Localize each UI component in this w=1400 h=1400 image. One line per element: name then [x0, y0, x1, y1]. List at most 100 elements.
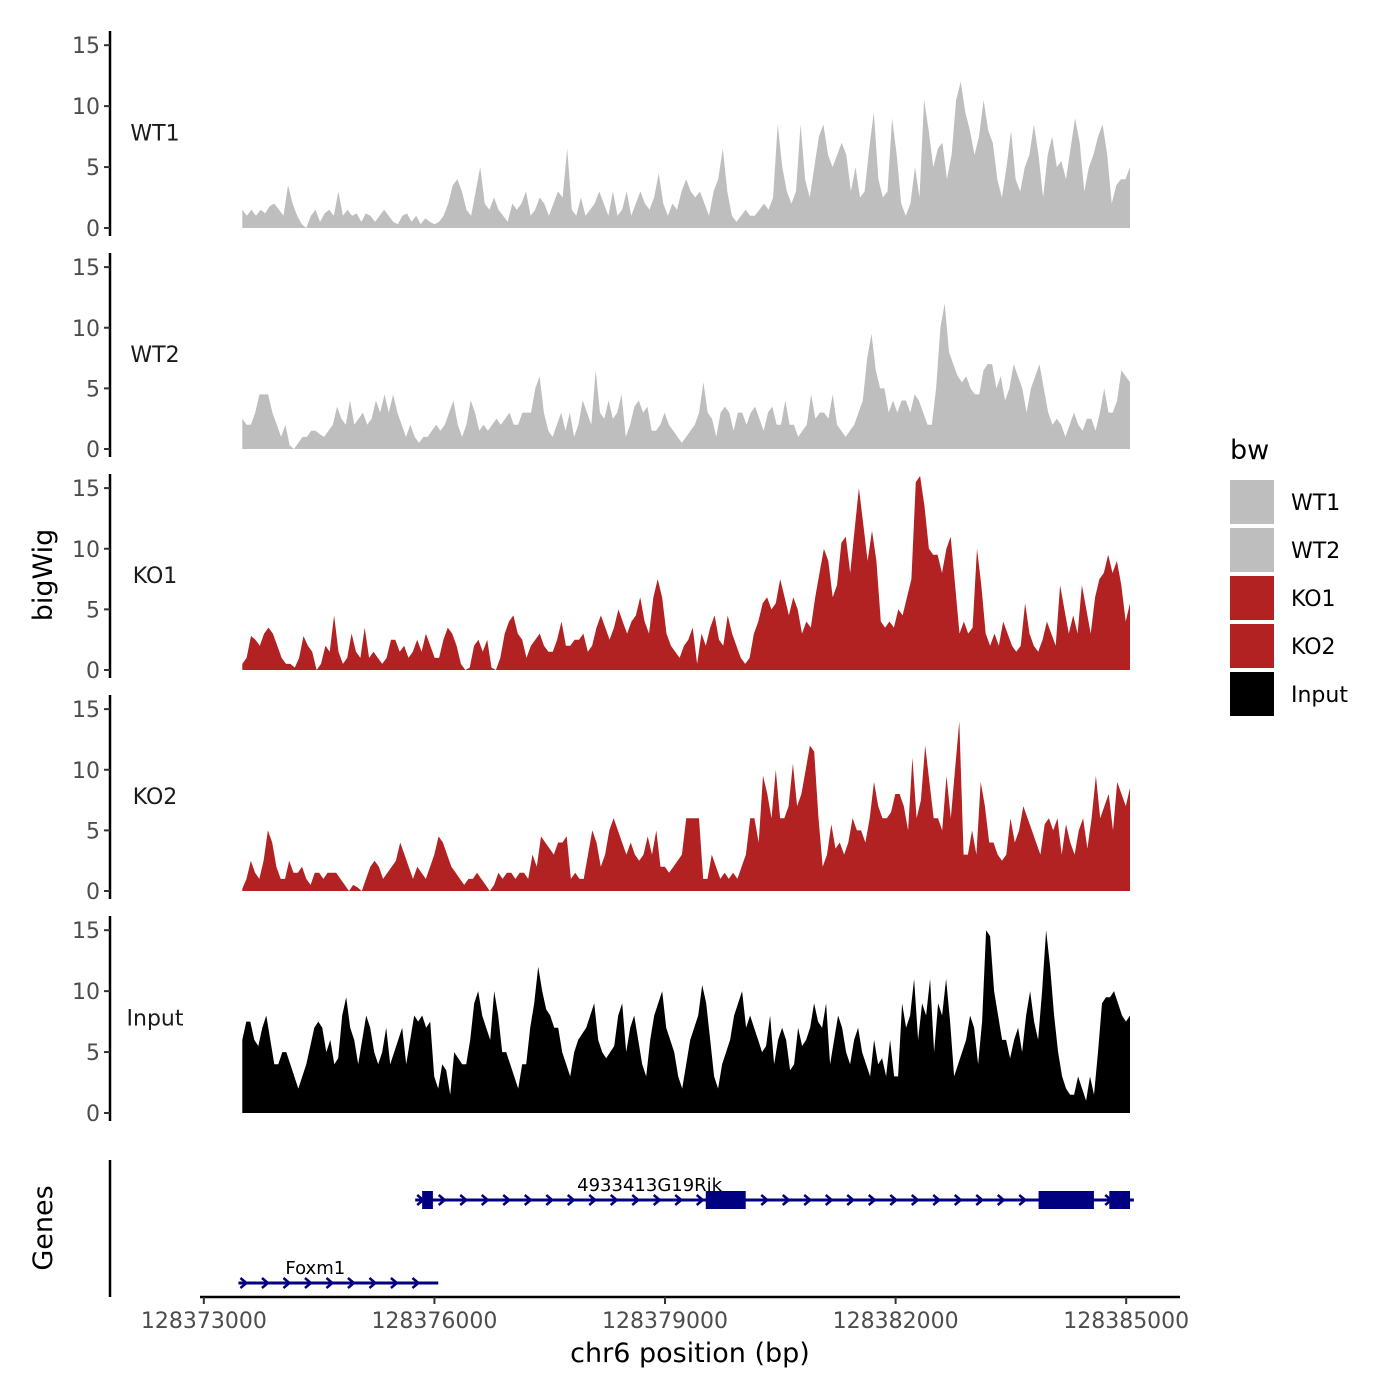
exon-block	[422, 1191, 433, 1209]
track-label: WT2	[130, 343, 179, 368]
track-label: KO2	[133, 785, 178, 810]
track-label: WT1	[130, 122, 179, 147]
x-tick-label: 128385000	[1063, 1309, 1189, 1334]
y-tick-label: 0	[86, 880, 100, 905]
x-axis: 128373000 128376000 128379000 128382000 1283…	[141, 1295, 1189, 1334]
strand-arrow	[695, 1194, 705, 1206]
y-tick-label: 10	[72, 759, 100, 784]
gene-track: 4933413G19Rik Foxm1	[108, 1160, 1134, 1297]
strand-arrow	[975, 1194, 985, 1206]
y-tick-label: 15	[72, 34, 100, 59]
track-wt2: 0 5 10 15 WT2	[72, 253, 1131, 463]
strand-arrow	[867, 1194, 877, 1206]
y-tick-label: 5	[86, 598, 100, 623]
strand-arrow	[459, 1194, 469, 1206]
legend-entry-wt2: WT2	[1230, 528, 1340, 572]
signal-area-ko1	[242, 476, 1131, 670]
legend-label: WT2	[1291, 539, 1340, 564]
signal-tracks: 0 5 10 15 WT1 0 5 10 15 WT2 0 5 10 15 KO1 0 5 10 15 KO2 0 5 10…	[72, 31, 1131, 1127]
y-tick-label: 15	[72, 256, 100, 281]
strand-arrow	[411, 1277, 421, 1289]
y-tick-label: 0	[86, 217, 100, 242]
legend-swatch	[1230, 672, 1274, 716]
gene-4933413g19rik: 4933413G19Rik	[415, 1175, 1134, 1209]
exon-block	[1109, 1191, 1131, 1209]
track-ko1: 0 5 10 15 KO1	[72, 474, 1131, 684]
strand-arrow	[325, 1277, 335, 1289]
gene-label: Foxm1	[285, 1258, 345, 1279]
legend-entry-ko1: KO1	[1230, 576, 1336, 620]
strand-arrow	[566, 1194, 576, 1206]
strand-arrow	[674, 1194, 684, 1206]
y-axis-title: bigWig	[28, 529, 59, 622]
y-tick-label: 0	[86, 438, 100, 463]
exon-block	[1038, 1191, 1094, 1209]
x-tick-label: 128376000	[371, 1309, 497, 1334]
x-tick-label: 128379000	[602, 1309, 728, 1334]
strand-arrow	[390, 1277, 399, 1289]
signal-area-wt1	[242, 81, 1131, 228]
track-input: 0 5 10 15 Input	[72, 916, 1131, 1127]
strand-arrow	[437, 1194, 447, 1206]
track-ko2: 0 5 10 15 KO2	[72, 695, 1131, 905]
y-tick-label: 5	[86, 1041, 100, 1066]
strand-arrow	[502, 1194, 512, 1206]
strand-arrow	[996, 1194, 1006, 1206]
legend-swatch	[1230, 624, 1274, 668]
y-tick-label: 10	[72, 317, 100, 342]
strand-arrow	[480, 1194, 490, 1206]
legend-label: Input	[1291, 683, 1348, 708]
signal-area-input	[242, 930, 1131, 1113]
strand-arrow	[631, 1194, 641, 1206]
strand-arrow	[368, 1277, 378, 1289]
y-tick-label: 5	[86, 377, 100, 402]
legend-entry-ko2: KO2	[1230, 624, 1336, 668]
strand-arrow	[824, 1194, 834, 1206]
genes-axis-title: Genes	[28, 1185, 59, 1270]
legend-label: KO2	[1291, 635, 1336, 660]
strand-arrow	[304, 1277, 313, 1289]
strand-arrow	[760, 1194, 770, 1206]
strand-arrow	[347, 1277, 356, 1289]
strand-arrow	[652, 1194, 662, 1206]
track-label: Input	[127, 1007, 184, 1032]
y-tick-label: 10	[72, 980, 100, 1005]
legend: bw WT1 WT2 KO1 KO2 Input	[1230, 435, 1348, 716]
strand-arrow	[545, 1194, 555, 1206]
strand-arrow	[261, 1277, 270, 1289]
y-tick-label: 5	[86, 819, 100, 844]
strand-arrow	[609, 1194, 619, 1206]
strand-arrow	[889, 1194, 899, 1206]
track-wt1: 0 5 10 15 WT1	[72, 31, 1131, 242]
signal-area-wt2	[242, 303, 1131, 449]
x-tick-label: 128373000	[141, 1309, 267, 1334]
gene-foxm1: Foxm1	[238, 1258, 439, 1289]
x-tick-label: 128382000	[833, 1309, 959, 1334]
x-axis-title: chr6 position (bp)	[570, 1338, 810, 1369]
y-tick-label: 15	[72, 698, 100, 723]
legend-title: bw	[1230, 435, 1269, 466]
legend-label: KO1	[1291, 587, 1336, 612]
strand-arrow	[1018, 1194, 1028, 1206]
gene-label: 4933413G19Rik	[577, 1175, 723, 1196]
y-tick-label: 5	[86, 156, 100, 181]
y-tick-label: 0	[86, 1102, 100, 1127]
y-tick-label: 10	[72, 95, 100, 120]
strand-arrow	[846, 1194, 856, 1206]
strand-arrow	[781, 1194, 791, 1206]
strand-arrow	[803, 1194, 813, 1206]
legend-entry-wt1: WT1	[1230, 480, 1340, 524]
y-tick-label: 0	[86, 659, 100, 684]
y-tick-label: 10	[72, 538, 100, 563]
strand-arrow	[239, 1277, 249, 1289]
exon-block	[705, 1191, 746, 1209]
legend-entry-input: Input	[1230, 672, 1348, 716]
legend-swatch	[1230, 480, 1274, 524]
strand-arrow	[523, 1194, 533, 1206]
strand-arrow	[932, 1194, 942, 1206]
strand-arrow	[910, 1194, 920, 1206]
signal-area-ko2	[242, 721, 1131, 891]
strand-arrow	[282, 1277, 292, 1289]
strand-arrow	[588, 1194, 598, 1206]
